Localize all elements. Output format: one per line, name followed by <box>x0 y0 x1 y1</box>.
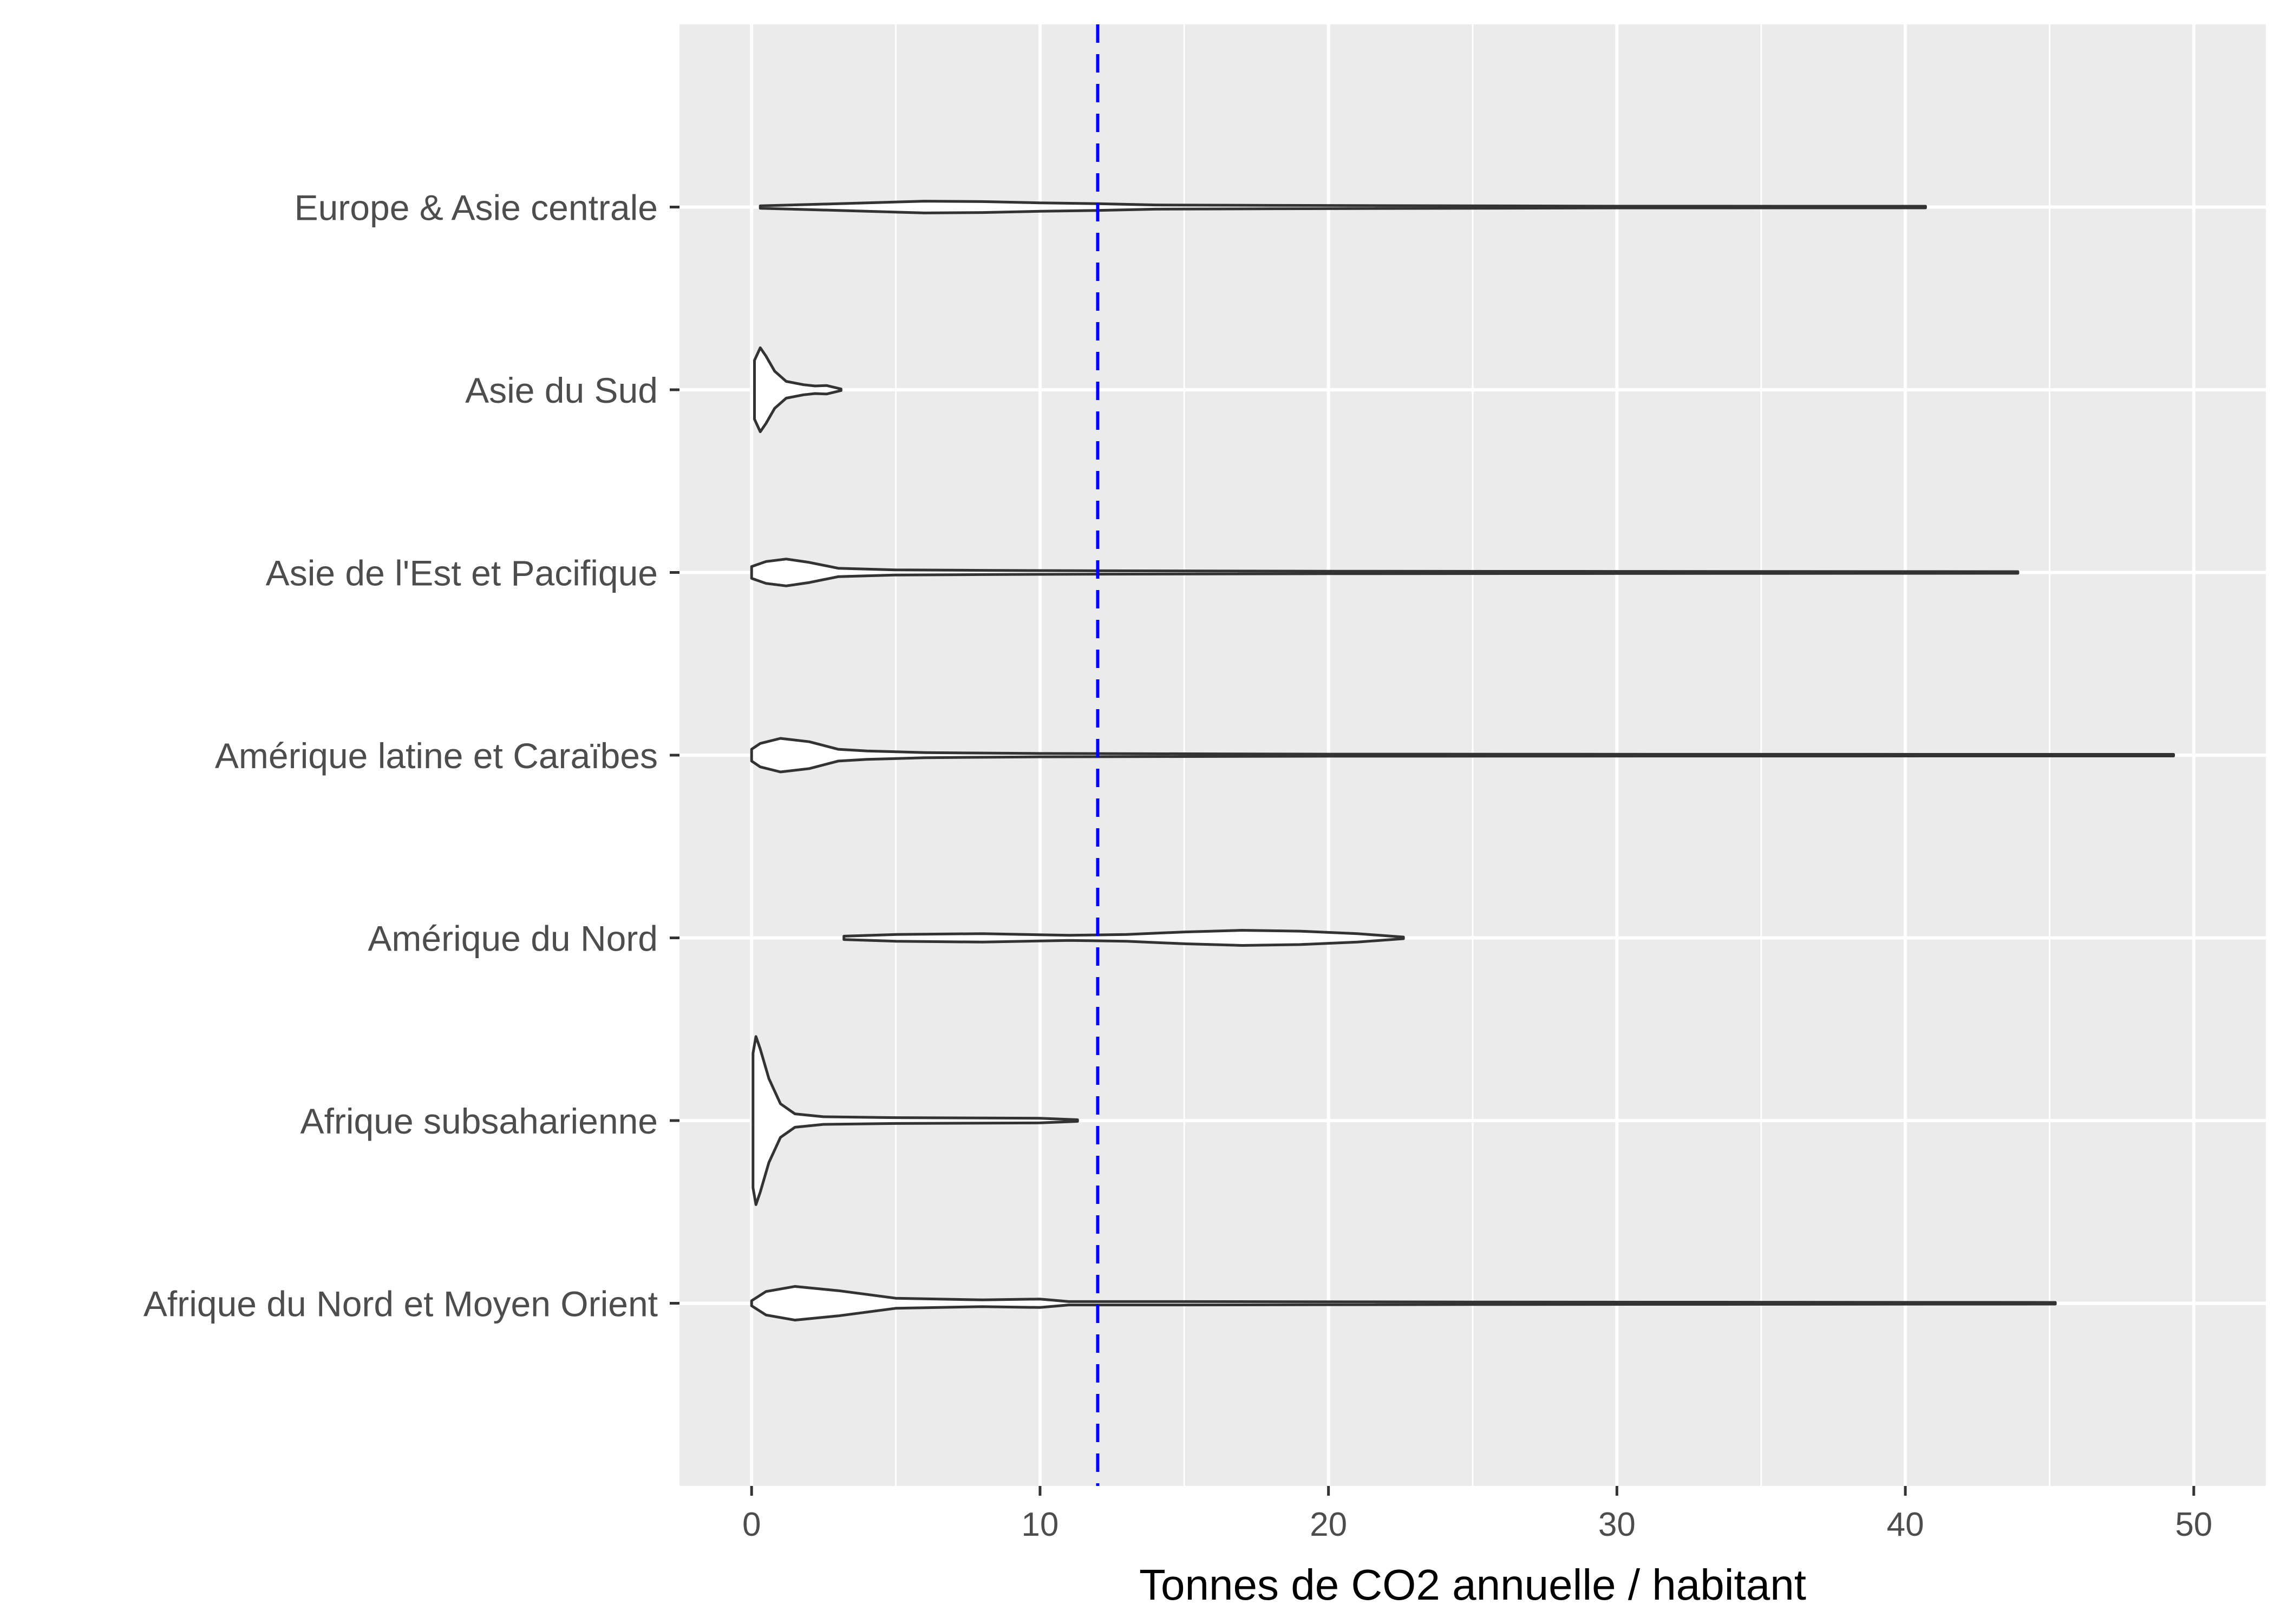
x-tick-label: 30 <box>1598 1506 1636 1543</box>
x-tick-label: 40 <box>1887 1506 1924 1543</box>
violin-6 <box>759 200 1927 214</box>
violin-4 <box>750 558 2020 587</box>
x-tick-label: 10 <box>1021 1506 1058 1543</box>
violin-1 <box>752 1035 1079 1206</box>
violins <box>750 200 2175 1322</box>
violin-2 <box>842 929 1405 947</box>
x-axis-title: Tonnes de CO2 annuelle / habitant <box>1139 1561 1806 1609</box>
x-tick-label: 50 <box>2175 1506 2212 1543</box>
x-axis: 0 10 20 30 40 50 <box>742 1486 2212 1543</box>
y-tick-label: Amérique du Nord <box>368 919 658 959</box>
violin-5 <box>753 346 842 434</box>
y-tick-label: Afrique du Nord et Moyen Orient <box>143 1284 658 1324</box>
violin-0 <box>750 1285 2057 1322</box>
y-tick-label: Europe & Asie centrale <box>295 188 658 228</box>
y-axis: Afrique du Nord et Moyen Orient Afrique s… <box>143 188 679 1324</box>
violin-3 <box>750 737 2175 774</box>
y-tick-label: Asie de l'Est et Pacifique <box>266 553 658 593</box>
y-tick-label: Amérique latine et Caraïbes <box>215 736 658 776</box>
x-tick-label: 20 <box>1310 1506 1347 1543</box>
x-tick-label: 0 <box>742 1506 761 1543</box>
y-tick-label: Afrique subsaharienne <box>300 1101 658 1141</box>
y-tick-label: Asie du Sud <box>465 370 658 410</box>
